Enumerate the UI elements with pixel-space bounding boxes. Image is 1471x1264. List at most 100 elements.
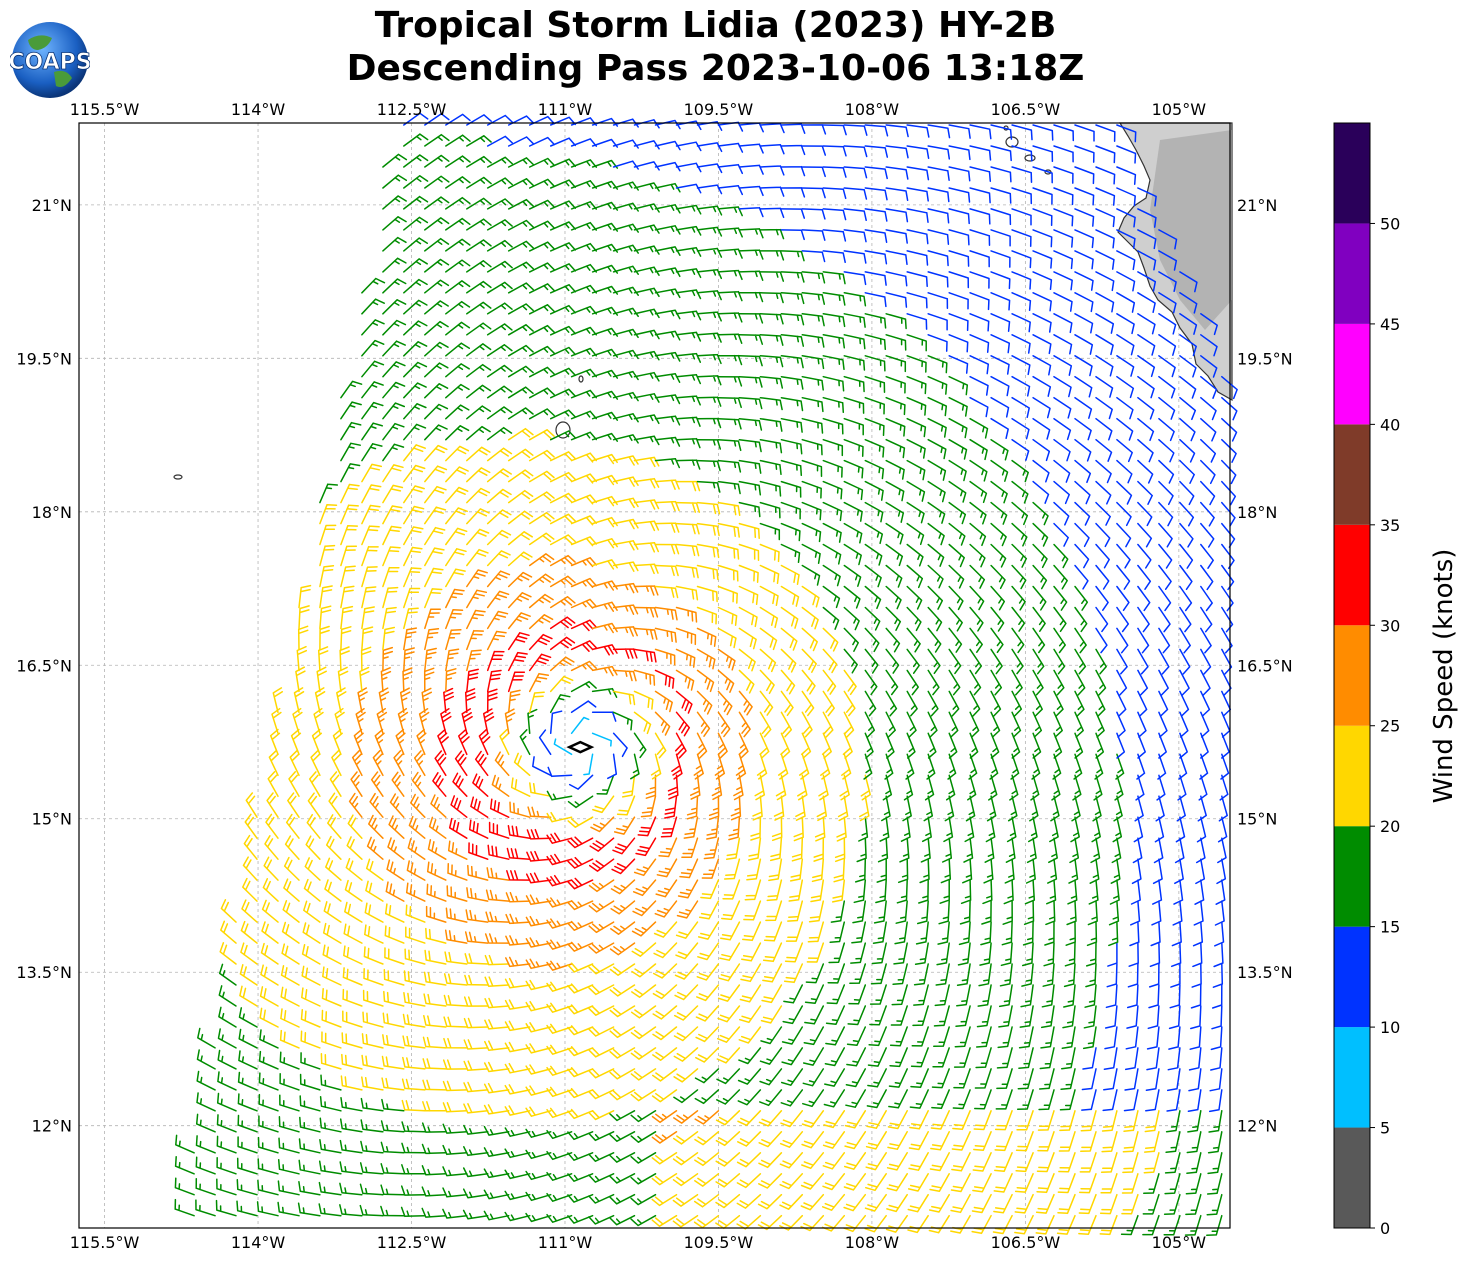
wind-barb bbox=[237, 1136, 258, 1154]
wind-barb bbox=[546, 1023, 573, 1034]
wind-barb bbox=[549, 346, 577, 357]
wind-barb bbox=[927, 669, 940, 696]
wind-barb bbox=[953, 1068, 971, 1089]
wind-barb bbox=[1053, 438, 1071, 462]
wind-barb bbox=[1221, 417, 1238, 442]
wind-barb bbox=[801, 1152, 825, 1170]
wind-barb bbox=[426, 883, 447, 902]
wind-barb bbox=[528, 532, 555, 546]
wind-barb bbox=[822, 669, 837, 695]
wind-barb bbox=[804, 984, 825, 1004]
wind-barb bbox=[1206, 1173, 1223, 1195]
wind-barb bbox=[1041, 984, 1055, 1008]
wind-barb bbox=[738, 334, 764, 345]
wind-barb bbox=[609, 1193, 636, 1205]
wind-barb bbox=[730, 795, 742, 821]
wind-barb bbox=[759, 313, 784, 325]
wind-barb bbox=[738, 627, 757, 650]
wind-barb bbox=[360, 1140, 384, 1154]
wind-barb bbox=[403, 647, 415, 672]
wind-barb bbox=[507, 344, 534, 357]
wind-barb bbox=[633, 140, 660, 150]
wind-barb bbox=[948, 334, 969, 353]
wind-barb bbox=[612, 648, 638, 659]
wind-barb bbox=[1074, 313, 1094, 334]
wind-barb bbox=[570, 284, 598, 294]
wind-barb bbox=[843, 606, 860, 631]
wind-barb bbox=[549, 304, 577, 315]
wind-barb bbox=[364, 902, 384, 923]
wind-barb bbox=[652, 984, 678, 1000]
wind-barb bbox=[382, 257, 407, 273]
wind-barb bbox=[1095, 543, 1110, 569]
wind-barb bbox=[257, 1179, 279, 1196]
wind-barb bbox=[1018, 1026, 1034, 1049]
wind-barb bbox=[1032, 271, 1053, 291]
wind-barb bbox=[927, 459, 947, 481]
longitude-labels-bottom: 115.5°W 114°W 112.5°W 111°W 109.5°W 108°W 106.… bbox=[70, 1233, 1206, 1252]
wind-barb bbox=[1108, 900, 1120, 926]
wind-barb bbox=[424, 506, 447, 525]
wind-barb bbox=[1200, 543, 1214, 569]
wind-barb bbox=[570, 305, 598, 315]
wind-barb bbox=[866, 1110, 887, 1129]
wind-barb bbox=[658, 837, 678, 858]
wind-barb bbox=[1149, 942, 1161, 968]
wind-barb bbox=[1137, 334, 1156, 356]
colorbar-bin bbox=[1334, 926, 1370, 1028]
wind-barb bbox=[418, 708, 430, 735]
wind-barb bbox=[319, 565, 335, 588]
wind-barb bbox=[858, 816, 869, 842]
wind-barb bbox=[452, 772, 468, 797]
wind-barb bbox=[927, 271, 949, 288]
wind-barb bbox=[297, 625, 309, 651]
wind-barb bbox=[885, 250, 908, 266]
wind-barb bbox=[403, 464, 426, 483]
wind-barb bbox=[1200, 459, 1216, 485]
wind-barb bbox=[546, 960, 573, 971]
wind-barb bbox=[906, 480, 926, 502]
wind-barb bbox=[631, 921, 657, 937]
wind-barb bbox=[466, 569, 488, 588]
wind-barb bbox=[567, 877, 594, 890]
wind-barb bbox=[430, 794, 447, 818]
wind-barb bbox=[885, 375, 906, 394]
wind-barb bbox=[873, 900, 887, 924]
wind-barb bbox=[869, 1005, 887, 1026]
wind-barb bbox=[871, 942, 887, 965]
wind-barb bbox=[319, 504, 338, 525]
wind-barb bbox=[801, 166, 826, 178]
wind-barb bbox=[652, 963, 678, 979]
wind-barb bbox=[1158, 585, 1172, 612]
wind-barb bbox=[1143, 1152, 1160, 1174]
wind-barb bbox=[174, 1156, 195, 1175]
wind-barb bbox=[596, 774, 615, 795]
wind-barb bbox=[738, 1026, 762, 1044]
wind-barb bbox=[547, 766, 573, 778]
wind-barb bbox=[298, 605, 310, 630]
wind-barb bbox=[1179, 627, 1191, 654]
wind-barb bbox=[1074, 396, 1093, 419]
wind-barb bbox=[948, 355, 969, 374]
wind-barb bbox=[466, 668, 479, 693]
wind-barb bbox=[1061, 1026, 1076, 1049]
wind-barb bbox=[1095, 271, 1115, 292]
wind-barb bbox=[940, 858, 952, 884]
wind-barb bbox=[528, 429, 555, 441]
wind-barb bbox=[424, 608, 441, 630]
colorbar-bin bbox=[1334, 725, 1370, 827]
wind-barb bbox=[675, 204, 702, 215]
wind-barb bbox=[339, 1182, 363, 1196]
wind-barb bbox=[759, 228, 785, 240]
wind-barb bbox=[1011, 711, 1022, 738]
wind-barb bbox=[780, 229, 805, 241]
lon-label-bottom: 114°W bbox=[231, 1233, 286, 1252]
wind-barb bbox=[780, 732, 791, 759]
wind-barb bbox=[1032, 690, 1043, 717]
wind-barb bbox=[525, 1191, 552, 1202]
wind-barb bbox=[927, 543, 945, 567]
wind-barb bbox=[1108, 921, 1119, 947]
wind-barb bbox=[801, 1131, 825, 1149]
wind-barb bbox=[1048, 837, 1058, 864]
wind-barb bbox=[1085, 942, 1097, 967]
